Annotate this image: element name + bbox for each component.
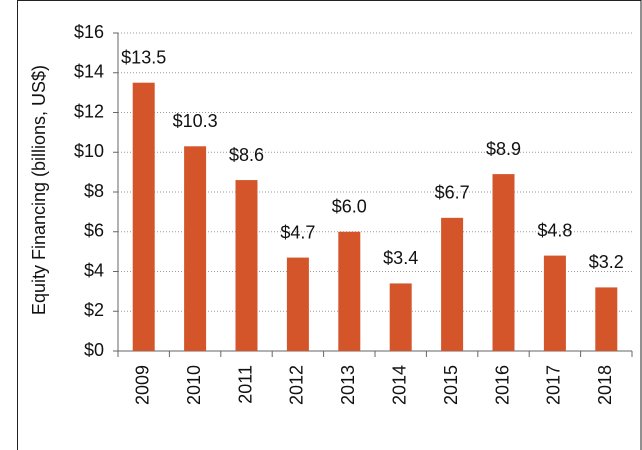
y-tick-label: $6 [84, 221, 104, 241]
bar [184, 146, 207, 351]
value-label: $6.0 [332, 197, 367, 217]
value-label: $8.9 [486, 139, 521, 159]
y-tick-label: $8 [84, 181, 104, 201]
y-axis-label: Equity Financing (billions, US$) [29, 65, 49, 315]
bar [338, 231, 361, 351]
value-label: $6.7 [435, 183, 470, 203]
y-tick-label: $2 [84, 300, 104, 320]
value-label: $4.7 [280, 222, 315, 242]
x-tick-label: 2017 [544, 365, 564, 405]
value-label: $4.8 [537, 220, 572, 240]
x-tick-label: 2018 [595, 365, 615, 405]
value-label: $3.2 [589, 252, 624, 272]
x-tick-label: 2014 [389, 365, 409, 405]
y-tick-label: $0 [84, 340, 104, 360]
x-tick-label: 2016 [492, 365, 512, 405]
y-tick-label: $10 [74, 141, 104, 161]
bar [132, 82, 155, 351]
bar [492, 174, 515, 351]
y-tick-label: $12 [74, 101, 104, 121]
y-tick-label: $4 [84, 260, 104, 280]
x-tick-label: 2013 [338, 365, 358, 405]
value-label: $13.5 [121, 47, 166, 67]
bar [286, 257, 309, 351]
x-tick-label: 2009 [132, 365, 152, 405]
value-label: $8.6 [229, 145, 264, 165]
value-label: $10.3 [173, 111, 218, 131]
bar [441, 217, 464, 351]
bar [543, 255, 566, 351]
x-tick-label: 2015 [441, 365, 461, 405]
y-tick-label: $14 [74, 62, 104, 82]
x-tick-label: 2011 [235, 365, 255, 404]
bar [389, 283, 412, 351]
y-tick-label: $16 [74, 22, 104, 42]
bar [235, 180, 258, 351]
x-tick-label: 2012 [287, 365, 307, 405]
value-label: $3.4 [383, 248, 418, 268]
x-tick-label: 2010 [184, 365, 204, 405]
bar [595, 287, 618, 351]
